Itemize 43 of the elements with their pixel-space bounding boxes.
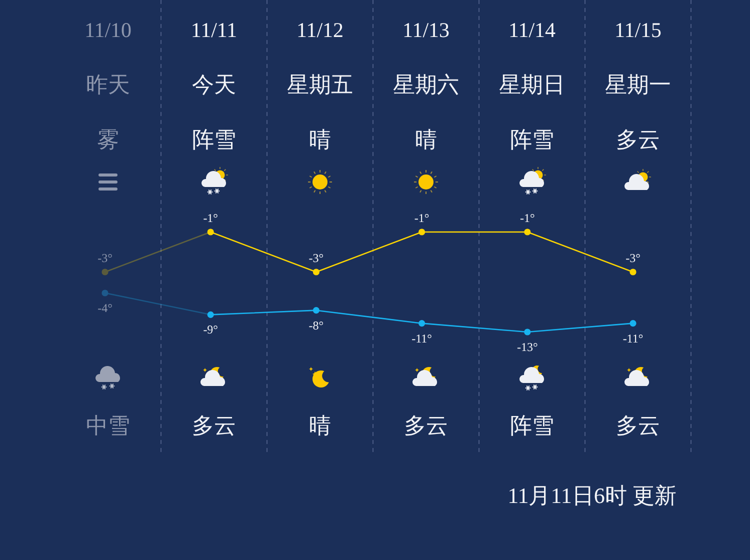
text: 晴 — [309, 127, 331, 152]
point — [312, 307, 320, 314]
text: 星期五 — [287, 72, 353, 97]
x-tick-label: 晴 — [309, 413, 331, 438]
text: 星期日 — [499, 72, 565, 97]
x-tick-label: 11/10 — [84, 18, 132, 42]
text: 阵雪 — [510, 127, 554, 152]
text: 昨天 — [86, 72, 130, 97]
text: 晴 — [415, 127, 437, 152]
x-tick-label: 多云 — [616, 413, 660, 438]
data-label: -13° — [517, 340, 538, 354]
data-label: -1° — [414, 211, 430, 225]
data-label: -4° — [98, 301, 113, 315]
point — [102, 290, 108, 296]
x-tick-label: 阵雪 — [510, 413, 554, 438]
point — [630, 320, 636, 327]
x-tick-label: 11/15 — [614, 18, 662, 42]
x-tick-label: 多云 — [404, 413, 448, 438]
data-label: -8° — [308, 318, 324, 332]
data-label: -3° — [308, 251, 324, 265]
text: 雾 — [97, 127, 119, 152]
x-tick-label: 多云 — [192, 413, 236, 438]
text: 阵雪 — [192, 127, 236, 152]
data-label: -11° — [412, 331, 432, 346]
text: 星期六 — [393, 72, 459, 97]
data-label: -3° — [98, 251, 113, 265]
point — [207, 311, 214, 318]
x-tick-label: 11/14 — [508, 18, 556, 42]
text: 多云 — [616, 127, 660, 152]
data-label: -1° — [203, 211, 218, 225]
text: 11月11日6时 更新 — [508, 483, 676, 508]
data-label: -11° — [622, 331, 644, 346]
x-tick-label: 11/12 — [296, 18, 344, 42]
text: 今天 — [192, 72, 236, 97]
data-label: -9° — [203, 322, 218, 337]
data-label: -1° — [520, 211, 535, 225]
x-tick-label: 中雪 — [86, 413, 130, 438]
text: 星期一 — [605, 72, 671, 97]
point — [524, 328, 531, 336]
data-label: -3° — [626, 251, 641, 265]
x-tick-label: 11/13 — [402, 18, 450, 42]
point — [418, 320, 426, 327]
x-tick-label: 11/11 — [190, 18, 238, 42]
